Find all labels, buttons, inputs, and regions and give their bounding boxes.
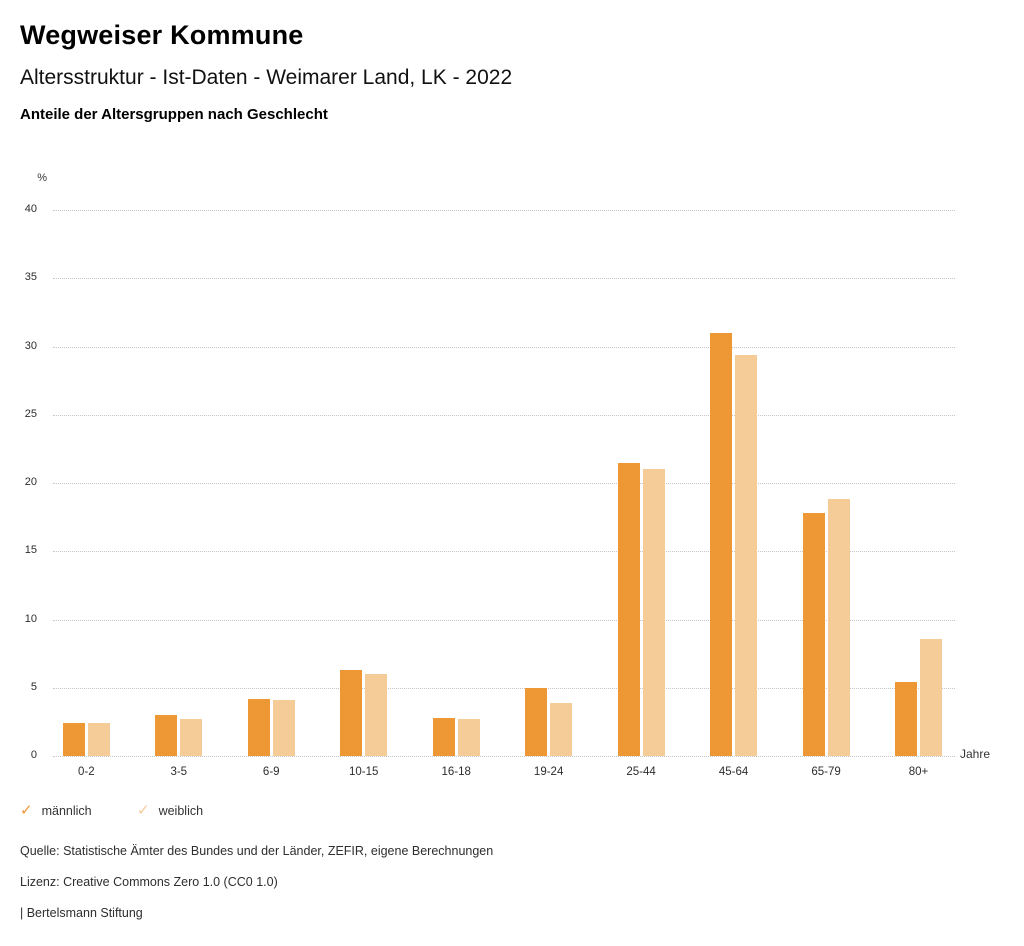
bar-weiblich-6-9[interactable] [272,700,295,756]
y-tick-label-40: 40 [24,203,37,215]
bar-männlich-16-18[interactable] [432,717,455,756]
gridline-0 [53,756,955,757]
gridline-15 [53,551,955,553]
gridline-40 [53,210,955,211]
y-tick-label-25: 25 [24,407,37,420]
x-tick-label-10-15: 10-15 [348,766,379,778]
source-note: Quelle: Statistische Ämter des Bundes un… [20,844,494,858]
y-tick-label-10: 10 [24,612,37,625]
x-tick-label-0-2: 0-2 [77,766,95,778]
license-note: Lizenz: Creative Commons Zero 1.0 (CC0 1… [20,875,278,889]
bar-weiblich-10-15[interactable] [365,674,388,756]
bar-männlich-45-64[interactable] [710,332,733,756]
x-tick-label-45-64: 45-64 [718,766,749,778]
y-tick-label-5: 5 [30,680,37,693]
x-tick-label-25-44: 25-44 [626,766,656,778]
x-tick-label-3-5: 3-5 [170,766,188,778]
bar-weiblich-3-5[interactable] [180,719,203,756]
bar-männlich-10-15[interactable] [340,670,363,756]
y-tick-label-30: 30 [24,339,37,352]
chart-subtitle: Altersstruktur - Ist-Daten - Weimarer La… [20,66,513,89]
bar-männlich-0-2[interactable] [62,723,85,756]
legend-item-weiblich[interactable]: ✓ weiblich [137,803,203,818]
bar-männlich-6-9[interactable] [247,698,270,756]
y-tick-label-15: 15 [24,544,37,557]
bar-weiblich-16-18[interactable] [457,719,480,756]
x-tick-label-6-9: 6-9 [262,766,280,778]
chart-heading: Anteile der Altersgruppen nach Geschlech… [20,106,328,123]
legend-item-männlich[interactable]: ✓ männlich [20,803,92,818]
bar-männlich-25-44[interactable] [617,462,640,756]
x-tick-label-16-18: 16-18 [441,766,471,778]
gridline-10 [53,619,955,621]
bar-weiblich-65-79[interactable] [827,499,850,756]
bar-männlich-3-5[interactable] [155,715,178,756]
y-tick-label-0: 0 [30,749,37,761]
y-tick-label-35: 35 [24,271,37,284]
gridline-5 [53,687,955,689]
x-tick-label-65-79: 65-79 [811,766,841,778]
y-axis-unit-label: % [37,172,47,184]
bar-weiblich-25-44[interactable] [642,469,665,756]
legend-label: männlich [41,803,92,818]
gridline-35 [53,278,955,280]
bar-männlich-80+[interactable] [895,682,918,756]
y-tick-label-20: 20 [24,476,37,488]
bar-weiblich-80+[interactable] [920,638,943,756]
bar-männlich-65-79[interactable] [802,513,825,756]
bar-männlich-19-24[interactable] [525,687,548,756]
plot-area [53,210,955,757]
x-axis-unit-label: Jahre [960,747,991,761]
legend-label: weiblich [158,803,204,818]
x-tick-label-80+: 80+ [908,766,929,778]
bar-weiblich-0-2[interactable] [87,723,110,756]
bar-weiblich-19-24[interactable] [550,702,573,756]
bar-weiblich-45-64[interactable] [735,354,758,756]
gridline-20 [53,483,955,484]
check-icon: ✓ [137,802,150,819]
page-title: Wegweiser Kommune [20,20,304,50]
check-icon: ✓ [20,802,33,819]
attribution-note: | Bertelsmann Stiftung [20,906,143,920]
x-tick-label-19-24: 19-24 [533,766,564,778]
gridline-30 [53,346,955,348]
gridline-25 [53,414,955,416]
